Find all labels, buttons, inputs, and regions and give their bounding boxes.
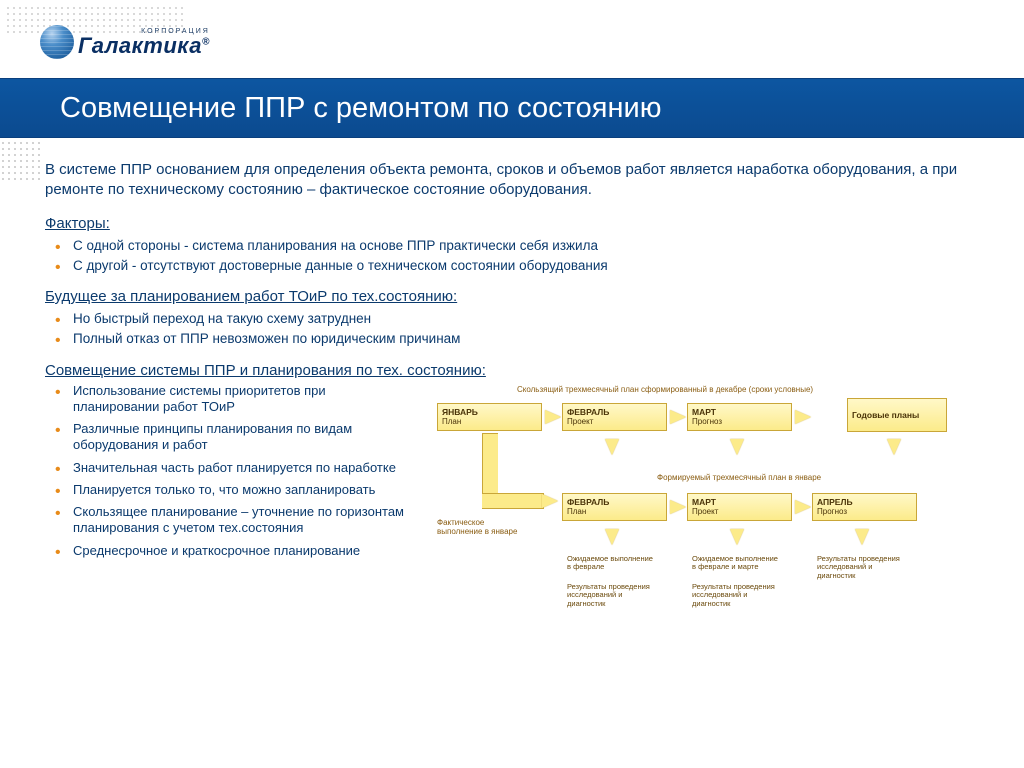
list-item: Среднесрочное и краткосрочное планирован… xyxy=(73,543,415,559)
list-item: Скользящее планирование – уточнение по г… xyxy=(73,504,415,537)
arrow-down-icon xyxy=(730,529,744,545)
diagram-footnote: Результаты проведения исследований и диа… xyxy=(817,555,907,581)
arrow-down-icon xyxy=(605,529,619,545)
arrow-right-icon xyxy=(670,500,686,514)
list-item: С одной стороны - система планирования н… xyxy=(73,236,1004,256)
diagram-caption-top: Скользящий трехмесячный план сформирован… xyxy=(517,385,813,394)
list-item: Значительная часть работ планируется по … xyxy=(73,460,415,476)
diagram-box: АПРЕЛЬПрогноз xyxy=(812,493,917,521)
diagram-caption-left: Фактическое выполнение в январе xyxy=(437,518,532,536)
intro-text: В системе ППР основанием для определения… xyxy=(45,160,1004,201)
arrow-down-icon xyxy=(887,439,901,455)
arrow-right-icon xyxy=(670,410,686,424)
diagram-box: Годовые планы xyxy=(847,398,947,432)
logo-sphere-icon xyxy=(40,25,74,59)
list-item: Полный отказ от ППР невозможен по юридич… xyxy=(73,329,1004,349)
content-area: В системе ППР основанием для определения… xyxy=(45,160,1004,633)
diagram-footnote: Ожидаемое выполнение в феврале xyxy=(567,555,657,572)
diagram-box: МАРТПроект xyxy=(687,493,792,521)
diagram-box: ФЕВРАЛЬПроект xyxy=(562,403,667,431)
combine-list: Использование системы приоритетов при пл… xyxy=(45,383,415,559)
factors-label: Факторы: xyxy=(45,215,1004,232)
diagram-footnote: Результаты проведения исследований и диа… xyxy=(567,583,657,609)
diagram-footnote: Результаты проведения исследований и диа… xyxy=(692,583,782,609)
future-label: Будущее за планированием работ ТОиР по т… xyxy=(45,288,1004,305)
slide-title: Совмещение ППР с ремонтом по состоянию xyxy=(0,78,1024,138)
elbow-h xyxy=(482,493,544,509)
diagram-box: ЯНВАРЬПлан xyxy=(437,403,542,431)
arrow-down-icon xyxy=(605,439,619,455)
logo-name: Галактика® xyxy=(78,35,210,57)
list-item: Но быстрый переход на такую схему затруд… xyxy=(73,309,1004,329)
list-item: Использование системы приоритетов при пл… xyxy=(73,383,415,416)
arrow-right-icon xyxy=(542,494,558,508)
combine-label: Совмещение системы ППР и планирования по… xyxy=(45,362,1004,379)
diagram-footnote: Ожидаемое выполнение в феврале и марте xyxy=(692,555,782,572)
list-item: Различные принципы планирования по видам… xyxy=(73,421,415,454)
diagram-box: ФЕВРАЛЬПлан xyxy=(562,493,667,521)
diagram-caption-mid: Формируемый трехмесячный план в январе xyxy=(657,473,821,482)
arrow-down-icon xyxy=(855,529,869,545)
list-item: С другой - отсутствуют достоверные данны… xyxy=(73,256,1004,276)
factors-list: С одной стороны - система планирования н… xyxy=(45,236,1004,277)
planning-diagram: Скользящий трехмесячный план сформирован… xyxy=(427,383,1004,633)
arrow-right-icon xyxy=(795,410,811,424)
diagram-box: МАРТПрогноз xyxy=(687,403,792,431)
logo: КОРПОРАЦИЯ Галактика® xyxy=(40,25,210,59)
list-item: Планируется только то, что можно заплани… xyxy=(73,482,415,498)
arrow-down-icon xyxy=(730,439,744,455)
future-list: Но быстрый переход на такую схему затруд… xyxy=(45,309,1004,350)
arrow-right-icon xyxy=(545,410,561,424)
arrow-right-icon xyxy=(795,500,811,514)
